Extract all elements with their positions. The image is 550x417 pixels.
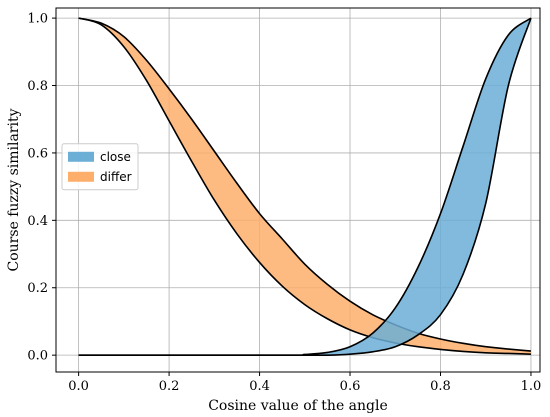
band-close — [78, 18, 531, 356]
legend-swatch-close — [68, 151, 94, 162]
y-tick-label: 0.0 — [27, 349, 48, 364]
legend-label-differ: differ — [100, 170, 132, 184]
x-tick-label: 0.2 — [159, 379, 180, 394]
legend-label-close: close — [100, 150, 131, 164]
x-tick-label: 0.6 — [340, 379, 361, 394]
y-tick-label: 0.6 — [27, 146, 48, 161]
legend: close differ — [61, 143, 139, 191]
x-tick-label: 0.4 — [249, 379, 270, 394]
y-tick-label: 0.8 — [27, 79, 48, 94]
x-tick-label: 0.8 — [430, 379, 451, 394]
band-differ-upper-line — [78, 17, 532, 352]
y-tick-label: 0.2 — [27, 281, 48, 296]
band-differ-lower-line — [78, 17, 531, 355]
x-axis-label: Cosine value of the angle — [208, 398, 388, 414]
x-tick-label: 0.0 — [68, 379, 89, 394]
series-layer — [78, 17, 532, 357]
band-differ — [78, 18, 531, 355]
y-axis-label: Course fuzzy similarity — [6, 108, 22, 271]
y-tick-label: 0.4 — [27, 214, 48, 229]
ticks: 0.0 0.2 0.4 0.6 0.8 1.0 0.0 0.2 0.4 0.6 0.8 1.0 — [27, 12, 541, 394]
x-tick-label: 1.0 — [521, 379, 542, 394]
legend-swatch-differ — [68, 171, 94, 182]
y-tick-label: 1.0 — [27, 12, 48, 27]
plot-frame — [55, 7, 541, 373]
band-close-lower-line — [78, 17, 532, 357]
